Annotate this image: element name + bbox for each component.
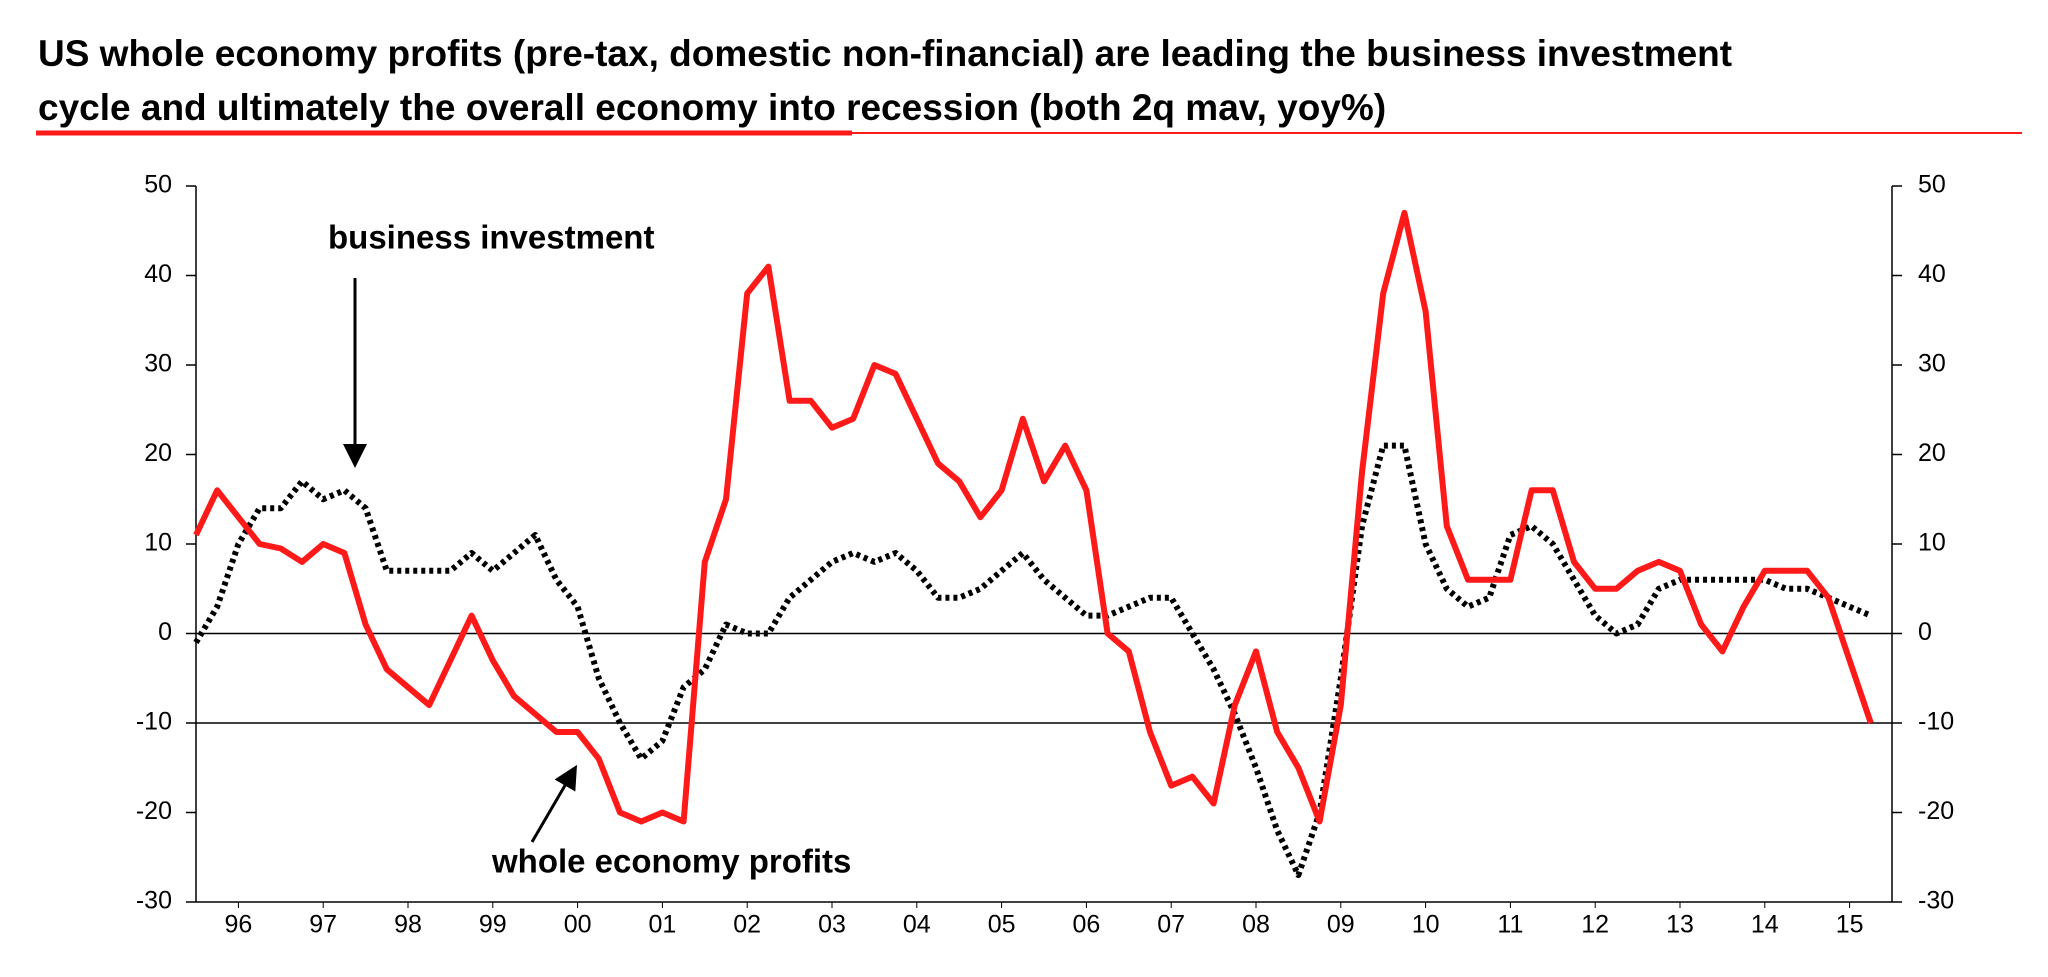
y2-tick-label: 10 — [1918, 529, 1946, 557]
x-tick-label: 00 — [564, 911, 592, 939]
annotation: business investment — [328, 219, 654, 256]
y2-tick-label: 40 — [1918, 260, 1946, 288]
x-tick-label: 05 — [988, 911, 1016, 939]
x-tick-label: 01 — [648, 911, 676, 939]
chart-subtitle: cycle and ultimately the overall economy… — [38, 87, 1386, 128]
x-tick-label: 98 — [394, 911, 422, 939]
x-tick-label: 08 — [1242, 911, 1270, 939]
x-tick-label: 02 — [733, 911, 761, 939]
y2-tick-label: -20 — [1918, 797, 1954, 825]
x-tick-label: 07 — [1157, 911, 1185, 939]
x-tick-label: 09 — [1327, 911, 1355, 939]
y2-tick-label: 50 — [1918, 171, 1946, 199]
x-tick-label: 99 — [479, 911, 507, 939]
x-tick-label: 14 — [1751, 911, 1779, 939]
y2-tick-label: 0 — [1918, 618, 1932, 646]
y-tick-label: 10 — [144, 529, 172, 557]
y2-tick-label: -10 — [1918, 708, 1954, 736]
y-tick-label: 50 — [144, 171, 172, 199]
line-series — [193, 209, 1874, 825]
y-tick-label: -20 — [136, 797, 172, 825]
y-tick-label: 0 — [158, 618, 172, 646]
annotation-arrow — [530, 764, 578, 843]
annotation: whole economy profits — [491, 843, 851, 880]
x-tick-label: 96 — [224, 911, 252, 939]
y-tick-label: -10 — [136, 708, 172, 736]
chart-title: US whole economy profits (pre-tax, domes… — [38, 33, 1732, 74]
x-tick-label: 06 — [1072, 911, 1100, 939]
x-tick-label: 12 — [1581, 911, 1609, 939]
y2-tick-label: 30 — [1918, 350, 1946, 378]
x-tick-label: 97 — [309, 911, 337, 939]
y2-tick-label: 20 — [1918, 439, 1946, 467]
y-tick-label: 30 — [144, 350, 172, 378]
y2-tick-label: -30 — [1918, 887, 1954, 915]
x-tick-label: 04 — [903, 911, 931, 939]
x-tick-label: 13 — [1666, 911, 1694, 939]
y-tick-label: -30 — [136, 887, 172, 915]
x-tick-label: 15 — [1836, 911, 1864, 939]
x-tick-label: 10 — [1412, 911, 1440, 939]
y-tick-label: 20 — [144, 439, 172, 467]
x-tick-label: 11 — [1497, 911, 1523, 939]
x-tick-label: 03 — [818, 911, 846, 939]
y-tick-label: 40 — [144, 260, 172, 288]
